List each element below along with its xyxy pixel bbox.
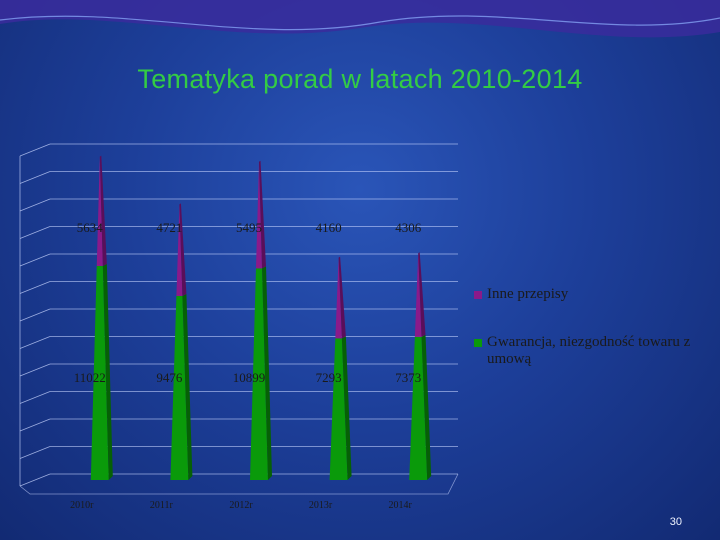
legend-item-inne: Inne przepisy <box>474 286 568 303</box>
bar-segment-inne <box>176 204 183 297</box>
data-label-gwarancja: 10899 <box>233 370 266 385</box>
grid-line-side <box>19 253 51 267</box>
bar-segment-inne <box>255 161 263 269</box>
bar-side-inne <box>99 155 107 267</box>
x-tick-label: 2012r <box>229 500 253 511</box>
data-label-inne: 5634 <box>77 220 104 235</box>
grid-line-side <box>19 363 51 377</box>
bar-segment-gwarancja <box>90 266 109 480</box>
x-tick-label: 2010r <box>70 500 94 511</box>
grid-line-side <box>19 198 51 212</box>
bar-side-gwarancja <box>262 266 272 480</box>
grid-line-side <box>19 418 51 432</box>
bar-side-gwarancja <box>182 294 193 480</box>
bar-segment-gwarancja <box>329 338 348 480</box>
data-label-inne: 4306 <box>395 220 422 235</box>
grid-line-side <box>19 446 51 459</box>
bar-segment-inne <box>96 156 103 267</box>
bar-side-inne <box>179 203 187 297</box>
bar-segment-gwarancja <box>409 336 428 480</box>
legend-label-inne: Inne przepisy <box>487 286 569 302</box>
data-label-gwarancja: 9476 <box>156 370 183 385</box>
bar-side-inne <box>259 160 267 269</box>
grid-line-side <box>19 391 51 404</box>
floor-edge <box>19 473 459 495</box>
bar-segment-gwarancja <box>170 296 189 480</box>
bar-side-gwarancja <box>341 336 352 480</box>
grid-line-side <box>19 473 51 487</box>
x-tick-label: 2013r <box>309 500 333 511</box>
data-label-gwarancja: 11022 <box>74 370 106 385</box>
grid-line-side <box>19 336 51 349</box>
legend-swatch-inne <box>474 291 482 299</box>
data-label-inne: 4160 <box>316 220 342 235</box>
data-label-inne: 4721 <box>156 220 182 235</box>
legend-item-gwarancja: Gwarancja, niezgodność towaru z umową <box>474 334 710 368</box>
bar-side-inne <box>338 256 346 339</box>
grid-line-side <box>19 143 51 157</box>
data-label-gwarancja: 7293 <box>316 370 342 385</box>
page-number: 30 <box>669 516 682 528</box>
data-label-gwarancja: 7373 <box>395 370 421 385</box>
slide-title: Tematyka porad w latach 2010-2014 <box>137 64 583 94</box>
legend-label-gwarancja: Gwarancja, niezgodność towaru z umową <box>487 334 691 367</box>
grid-line-side <box>19 308 51 322</box>
grid-line-side <box>19 171 51 184</box>
legend-swatch-gwarancja <box>474 339 482 347</box>
grid-line-side <box>19 281 51 294</box>
plot-area: 5634 11022 2010r 4721 9476 2011r 5495 10899 2012… <box>19 143 459 511</box>
decorative-swirl-highlight <box>0 15 720 31</box>
x-tick-label: 2014r <box>389 500 413 511</box>
bar-segment-inne <box>414 253 422 337</box>
grid-line-side <box>19 226 51 239</box>
bar-side-inne <box>418 252 426 337</box>
bar-segment-inne <box>335 257 342 339</box>
x-tick-label: 2011r <box>150 500 174 511</box>
bar-segment-gwarancja <box>250 268 268 480</box>
decorative-swirl <box>0 0 720 38</box>
bar-side-gwarancja <box>102 264 113 480</box>
data-label-inne: 5495 <box>236 220 262 235</box>
bar-side-gwarancja <box>421 334 432 480</box>
